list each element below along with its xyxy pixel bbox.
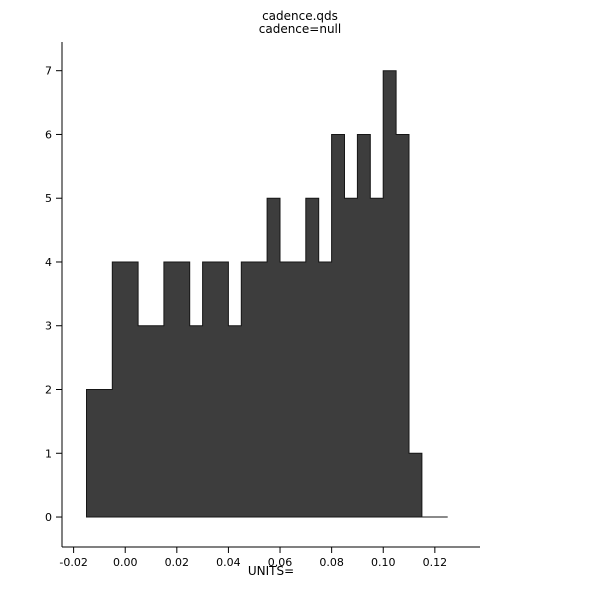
x-tick-label: 0.10 <box>371 556 396 569</box>
x-tick-label: 0.02 <box>165 556 190 569</box>
x-tick-label: -0.02 <box>59 556 87 569</box>
y-tick-label: 0 <box>45 511 52 524</box>
x-tick-label: 0.12 <box>423 556 448 569</box>
x-axis-label: UNITS= <box>247 564 295 578</box>
y-tick-label: 4 <box>45 256 52 269</box>
y-tick-label: 5 <box>45 192 52 205</box>
x-tick-label: 0.08 <box>319 556 344 569</box>
x-tick-label: 0.00 <box>113 556 138 569</box>
y-tick-label: 3 <box>45 320 52 333</box>
y-tick-label: 2 <box>45 384 52 397</box>
x-tick-label: 0.06 <box>268 556 293 569</box>
y-tick-label: 1 <box>45 447 52 460</box>
chart-title: cadence.qds <box>262 9 338 23</box>
histogram-bars <box>86 70 448 518</box>
chart-subtitle: cadence=null <box>258 22 342 36</box>
y-tick-label: 7 <box>45 65 52 78</box>
x-tick-label: 0.04 <box>216 556 241 569</box>
y-tick-label: 6 <box>45 128 52 141</box>
